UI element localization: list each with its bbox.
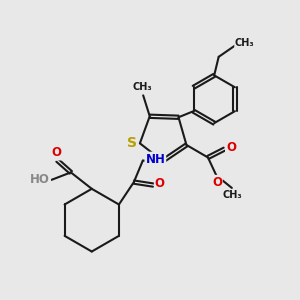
Text: O: O <box>212 176 222 189</box>
Text: O: O <box>226 141 236 154</box>
Text: O: O <box>52 146 62 160</box>
Text: CH₃: CH₃ <box>133 82 152 92</box>
Text: S: S <box>127 136 136 150</box>
Text: HO: HO <box>30 173 50 186</box>
Text: CH₃: CH₃ <box>222 190 242 200</box>
Text: CH₃: CH₃ <box>235 38 254 47</box>
Text: NH: NH <box>146 153 165 166</box>
Text: O: O <box>155 177 165 190</box>
